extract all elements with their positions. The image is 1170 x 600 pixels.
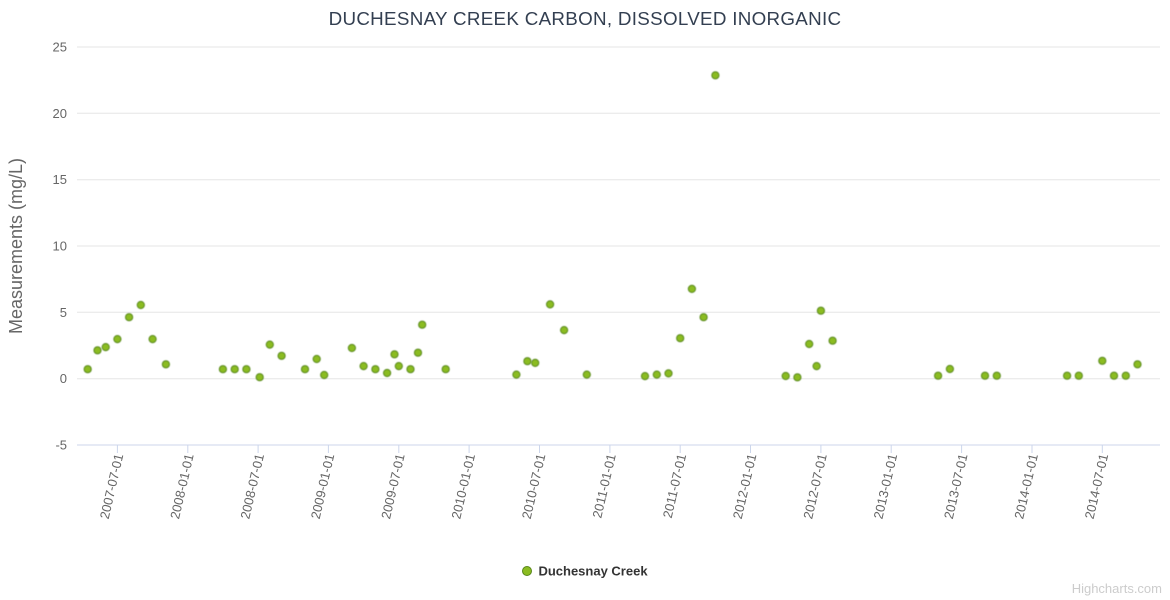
svg-text:25: 25 [53, 40, 67, 55]
svg-text:2008-01-01: 2008-01-01 [167, 452, 197, 520]
svg-text:2012-07-01: 2012-07-01 [800, 452, 830, 520]
svg-text:2009-07-01: 2009-07-01 [378, 452, 408, 520]
svg-text:2011-01-01: 2011-01-01 [589, 452, 618, 519]
svg-text:15: 15 [53, 172, 67, 187]
svg-text:0: 0 [60, 371, 67, 386]
svg-text:2010-01-01: 2010-01-01 [448, 452, 478, 520]
svg-text:2010-07-01: 2010-07-01 [519, 452, 549, 520]
svg-text:2013-07-01: 2013-07-01 [941, 452, 971, 520]
svg-text:2014-01-01: 2014-01-01 [1011, 452, 1041, 520]
svg-text:10: 10 [53, 239, 67, 254]
svg-text:-5: -5 [55, 438, 67, 453]
svg-text:5: 5 [60, 305, 67, 320]
svg-text:2014-07-01: 2014-07-01 [1082, 452, 1112, 520]
svg-text:2012-01-01: 2012-01-01 [730, 452, 760, 520]
svg-text:2013-01-01: 2013-01-01 [871, 452, 901, 520]
svg-text:2008-07-01: 2008-07-01 [237, 452, 267, 520]
svg-text:2011-07-01: 2011-07-01 [660, 452, 689, 519]
svg-text:20: 20 [53, 106, 67, 121]
svg-text:2007-07-01: 2007-07-01 [97, 452, 127, 520]
svg-text:2009-01-01: 2009-01-01 [308, 452, 338, 520]
